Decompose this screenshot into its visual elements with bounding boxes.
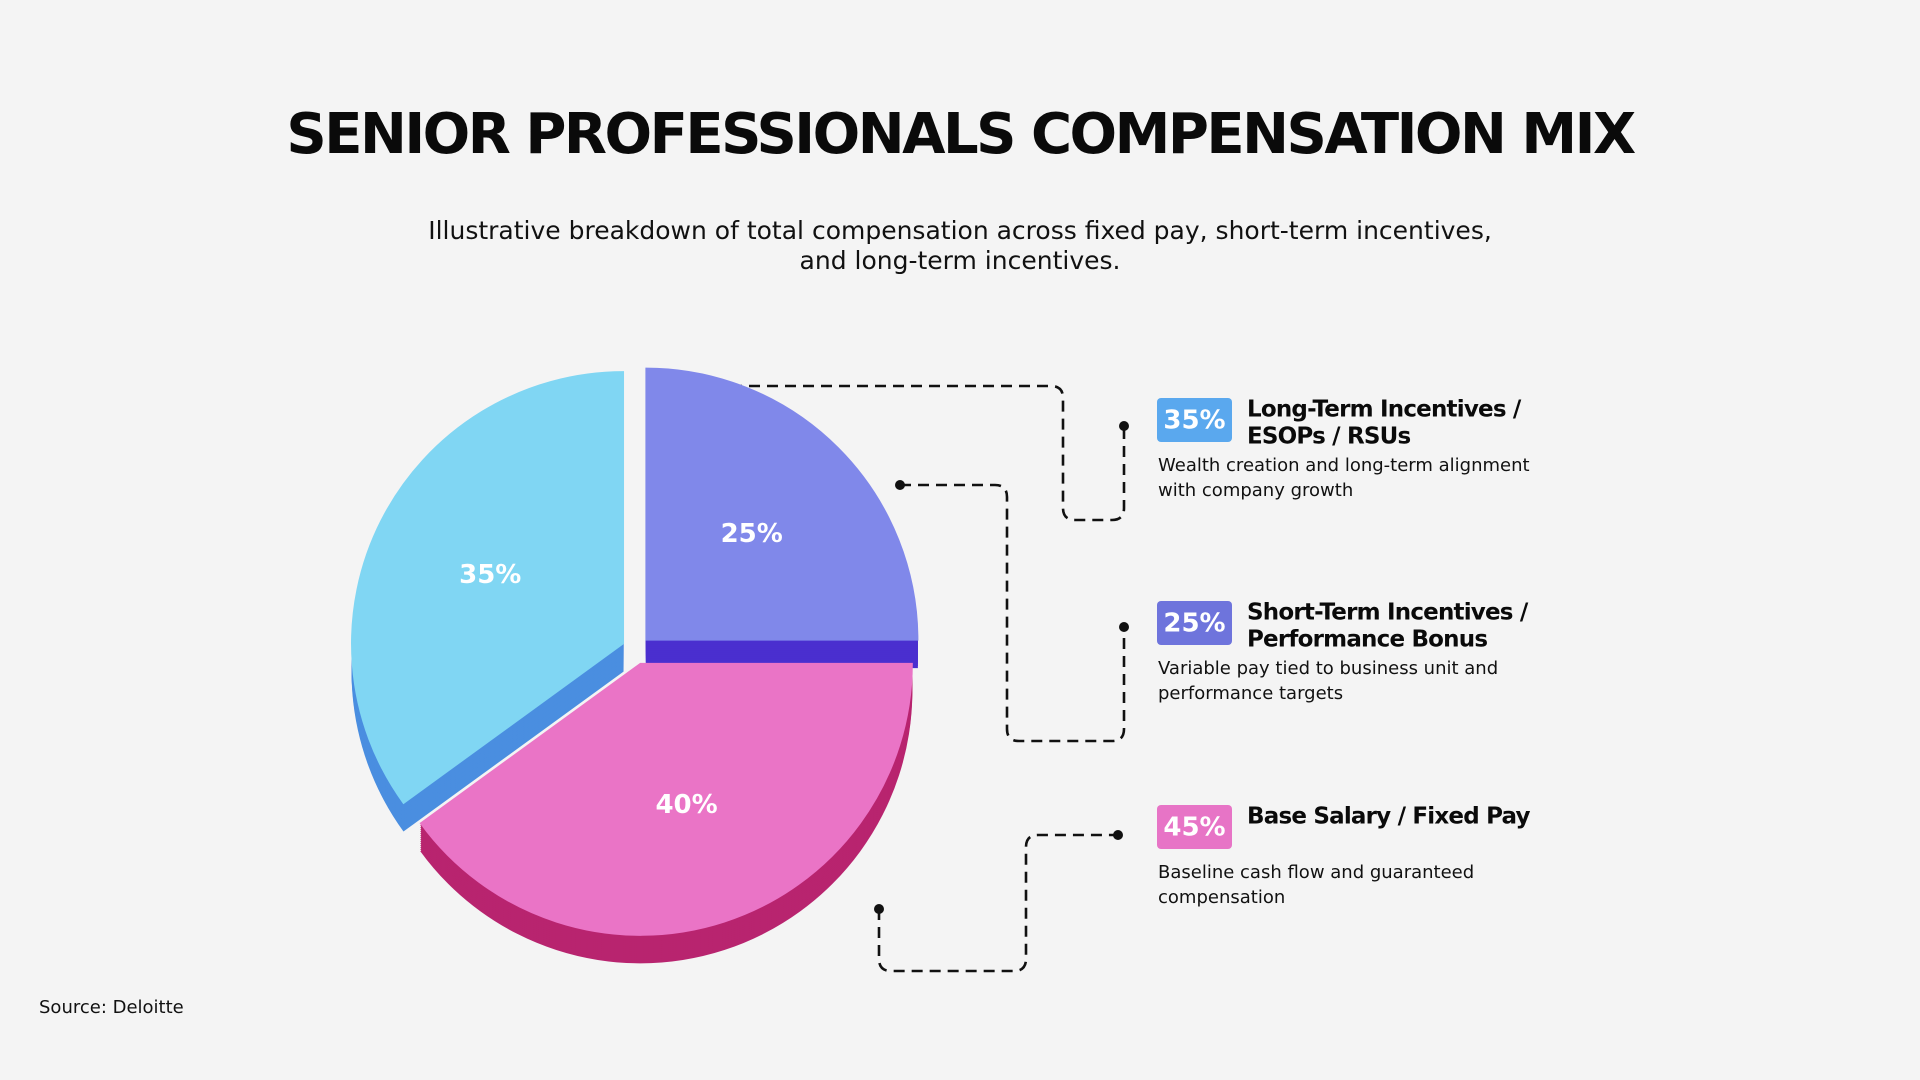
callout-description: with company growth — [1158, 480, 1353, 501]
connector-dot — [1119, 421, 1129, 431]
chart-title: SENIOR PROFESSIONALS COMPENSATION MIX — [286, 102, 1636, 167]
connector-dot — [895, 480, 905, 490]
connector-dot — [1113, 830, 1123, 840]
callout-title: Performance Bonus — [1247, 627, 1487, 653]
callout-title: Long-Term Incentives / — [1247, 397, 1522, 423]
badge-label: 45% — [1163, 813, 1225, 843]
badge-label: 25% — [1163, 609, 1225, 639]
subtitle: Illustrative breakdown of total compensa… — [428, 216, 1492, 245]
callout-title: ESOPs / RSUs — [1247, 424, 1411, 450]
callout-description: performance targets — [1158, 683, 1343, 704]
source: Source: Deloitte — [39, 997, 184, 1018]
callout-description: Baseline cash flow and guaranteed — [1158, 862, 1474, 883]
callout-description: compensation — [1158, 887, 1285, 908]
connector-dot — [874, 904, 884, 914]
connector — [877, 833, 1118, 973]
callout-title: Base Salary / Fixed Pay — [1247, 804, 1531, 830]
callouts: 35% Long-Term Incentives /ESOPs / RSUs Wea… — [1157, 397, 1531, 908]
badge — [1157, 805, 1232, 849]
callout-description: Variable pay tied to business unit and — [1158, 658, 1498, 679]
pie: 35% 25% 40% — [351, 367, 919, 964]
callout-title: Short-Term Incentives / — [1247, 600, 1529, 626]
connector-dot — [1119, 622, 1129, 632]
connector — [713, 384, 1126, 522]
slice-label: 35% — [459, 560, 521, 590]
slice — [351, 371, 625, 805]
connector — [900, 483, 1126, 743]
subtitle: and long-term incentives. — [800, 246, 1121, 275]
slice-label: 40% — [655, 790, 717, 820]
badge-label: 35% — [1163, 406, 1225, 436]
slice — [645, 367, 919, 641]
slice — [419, 662, 913, 936]
callout-description: Wealth creation and long-term alignment — [1158, 455, 1530, 476]
slice-label: 25% — [721, 519, 783, 549]
badge — [1157, 398, 1232, 442]
badge — [1157, 601, 1232, 645]
